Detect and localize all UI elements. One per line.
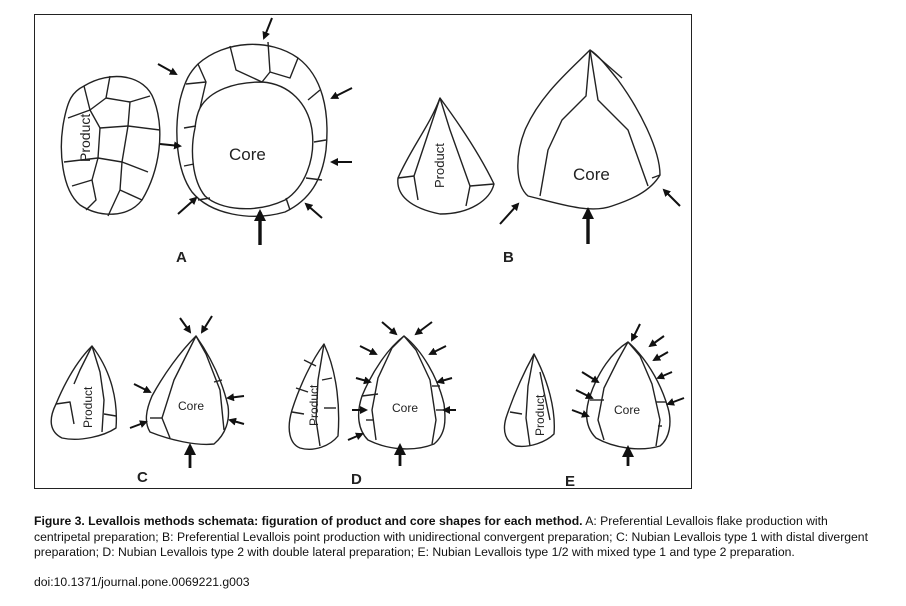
panel-b-core-label: Core [573,165,610,184]
panel-e-product-label: Product [533,394,547,436]
panel-c-product-label: Product [81,386,95,428]
panel-c-letter: C [137,469,148,486]
panel-c [51,336,228,444]
panel-b-core [518,50,660,209]
panel-a-core [177,42,327,216]
panel-b-product-label: Product [432,143,447,188]
panel-e-letter: E [565,473,575,490]
panel-b [398,50,660,214]
panel-c-core [146,336,228,444]
caption-doi: doi:10.1371/journal.pone.0069221.g003 [34,575,250,590]
levallois-diagram: Product Product Product Product Product … [0,0,906,500]
panel-b-letter: B [503,249,514,266]
panel-c-core-label: Core [178,399,204,413]
figure-caption: Figure 3. Levallois methods schemata: fi… [34,514,874,561]
panel-a-product-label: Product [77,114,93,162]
panel-a-core-label: Core [229,145,266,164]
panel-d-core-label: Core [392,401,418,415]
panel-a-letter: A [176,249,187,266]
panel-e-core-label: Core [614,403,640,417]
panel-d-letter: D [351,471,362,488]
panel-a [61,42,327,216]
panel-d-product-label: Product [307,384,321,426]
caption-title: Figure 3. Levallois methods schemata: fi… [34,514,583,528]
